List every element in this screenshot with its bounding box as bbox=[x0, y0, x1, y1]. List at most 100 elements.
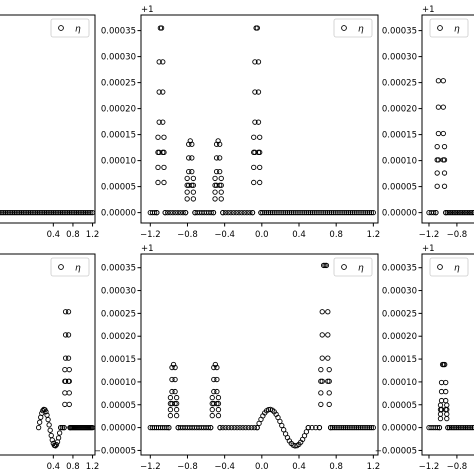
data-point bbox=[210, 209, 217, 216]
data-point bbox=[361, 424, 367, 431]
data-point bbox=[327, 424, 334, 431]
data-point bbox=[252, 89, 258, 95]
data-point bbox=[271, 209, 277, 216]
data-point bbox=[190, 175, 197, 182]
data-point bbox=[77, 209, 83, 216]
data-point bbox=[37, 419, 43, 425]
data-point bbox=[62, 367, 68, 373]
data-point bbox=[247, 209, 253, 216]
data-point bbox=[155, 179, 161, 186]
subplot-top-middle: −1.2 −0.8 −0.4 0.0 0.4 0.8 1.2 0.00000 0.00005 0.… bbox=[101, 5, 380, 240]
data-point bbox=[2, 209, 9, 216]
y-tick-label: 0.00015 bbox=[382, 355, 417, 365]
data-point bbox=[263, 209, 270, 216]
data-point bbox=[13, 209, 19, 216]
data-point bbox=[444, 411, 450, 417]
data-point bbox=[466, 209, 472, 216]
data-point bbox=[8, 209, 14, 216]
data-point bbox=[189, 141, 195, 147]
data-point bbox=[440, 104, 446, 110]
x-tick-label: 0.8 bbox=[66, 462, 80, 472]
data-point bbox=[86, 209, 92, 216]
data-point bbox=[251, 179, 257, 186]
subplot-top-left: 0.4 0.8 1.2 η bbox=[0, 14, 99, 240]
data-point bbox=[434, 144, 440, 150]
y-tick-label: 0.00005 bbox=[101, 183, 136, 193]
data-point bbox=[349, 209, 356, 216]
data-point bbox=[257, 164, 263, 171]
data-point bbox=[81, 209, 87, 216]
y-tick-label: 0.00035 bbox=[101, 264, 136, 274]
y-tick-label: 0.00020 bbox=[382, 105, 417, 115]
data-point bbox=[286, 209, 293, 216]
data-point bbox=[315, 209, 321, 216]
x-tick-label: 0.8 bbox=[329, 230, 343, 240]
data-point bbox=[156, 119, 162, 125]
data-point bbox=[215, 406, 222, 413]
data-point bbox=[25, 209, 32, 216]
data-point bbox=[262, 209, 268, 216]
data-point bbox=[73, 209, 80, 216]
data-point bbox=[319, 355, 325, 361]
data-point bbox=[214, 388, 220, 395]
data-point bbox=[211, 376, 217, 383]
legend-marker bbox=[58, 25, 64, 31]
data-point bbox=[209, 394, 215, 401]
data-point bbox=[175, 209, 181, 216]
data-point bbox=[258, 209, 264, 216]
data-point bbox=[365, 424, 371, 431]
data-point bbox=[459, 209, 466, 216]
data-point bbox=[61, 424, 67, 431]
data-point bbox=[313, 424, 319, 431]
data-point bbox=[58, 424, 64, 431]
data-point bbox=[313, 209, 319, 216]
data-point bbox=[267, 209, 274, 216]
data-point bbox=[167, 394, 174, 401]
y-tick-label: 0.00015 bbox=[382, 131, 417, 141]
data-point bbox=[323, 209, 329, 216]
data-point bbox=[348, 424, 354, 431]
data-point bbox=[29, 209, 35, 216]
data-point bbox=[59, 424, 66, 431]
legend-box bbox=[429, 257, 469, 277]
data-point bbox=[189, 182, 195, 188]
legend: η bbox=[429, 18, 469, 38]
legend-label: η bbox=[75, 25, 81, 35]
data-point bbox=[441, 157, 448, 163]
data-point bbox=[342, 424, 349, 431]
data-point bbox=[433, 209, 439, 216]
data-point bbox=[156, 59, 162, 65]
x-tick-label: 1.2 bbox=[367, 462, 381, 472]
data-point bbox=[151, 209, 158, 216]
data-point bbox=[161, 134, 167, 140]
data-point bbox=[217, 155, 223, 161]
data-point bbox=[309, 424, 315, 431]
data-point bbox=[217, 424, 223, 431]
data-point bbox=[455, 424, 462, 431]
data-point bbox=[218, 189, 224, 195]
offset-label: +1 bbox=[141, 244, 154, 254]
data-point bbox=[220, 209, 226, 216]
data-point bbox=[434, 170, 440, 176]
data-point bbox=[441, 144, 448, 150]
data-point bbox=[55, 435, 62, 441]
data-point bbox=[72, 209, 78, 216]
data-point bbox=[318, 367, 324, 373]
data-point bbox=[184, 196, 190, 202]
data-point bbox=[208, 209, 214, 216]
data-point bbox=[321, 209, 327, 216]
legend-label: η bbox=[454, 264, 460, 274]
x-tick-label: −0.8 bbox=[447, 230, 468, 240]
data-point bbox=[62, 390, 68, 396]
y-tick-label: 0.00035 bbox=[382, 27, 417, 37]
data-point bbox=[443, 379, 449, 386]
data-point bbox=[468, 424, 474, 431]
data-point bbox=[0, 209, 3, 216]
data-point bbox=[75, 209, 81, 216]
data-point bbox=[466, 424, 472, 431]
data-point bbox=[470, 209, 474, 216]
offset-label: +1 bbox=[422, 244, 435, 254]
data-point bbox=[318, 401, 324, 408]
data-point bbox=[65, 309, 72, 315]
data-point bbox=[228, 209, 234, 216]
